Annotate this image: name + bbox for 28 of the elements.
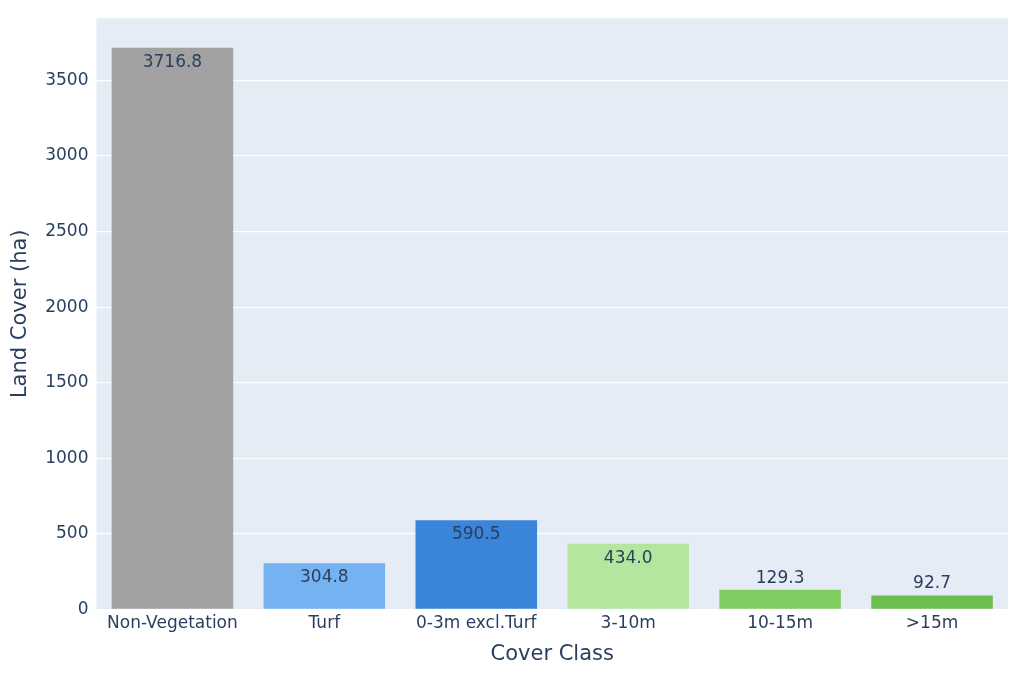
data-label: 590.5 [451,523,501,544]
bar [111,47,234,609]
x-tick-label: 0-3m excl.Turf [415,612,538,633]
x-tick-label: 10-15m [747,612,814,633]
bar [567,543,689,609]
data-label: 92.7 [913,572,951,593]
data-label: 129.3 [755,566,805,587]
bar [415,520,538,609]
x-tick-label: 3-10m [600,612,656,633]
x-tick-label: Turf [307,612,342,633]
data-label: 434.0 [603,546,653,567]
y-tick-label: 1500 [45,371,89,392]
y-tick-label: 0 [77,597,89,618]
bar [263,563,386,609]
x-tick-label: >15m [905,612,959,633]
x-tick-label: Non-Vegetation [107,612,238,633]
y-tick-label: 3500 [45,68,89,89]
y-tick-label: 3000 [45,144,89,165]
bar [871,595,993,609]
y-tick-label: 500 [56,522,89,543]
x-axis-title: Cover Class [490,640,614,665]
y-axis-title: Land Cover (ha) [7,229,32,399]
data-label: 3716.8 [142,50,203,71]
bar [719,589,841,609]
data-label: 304.8 [300,566,349,587]
y-tick-label: 2500 [45,220,89,241]
y-tick-label: 2000 [45,295,89,316]
y-tick-label: 1000 [45,446,89,467]
